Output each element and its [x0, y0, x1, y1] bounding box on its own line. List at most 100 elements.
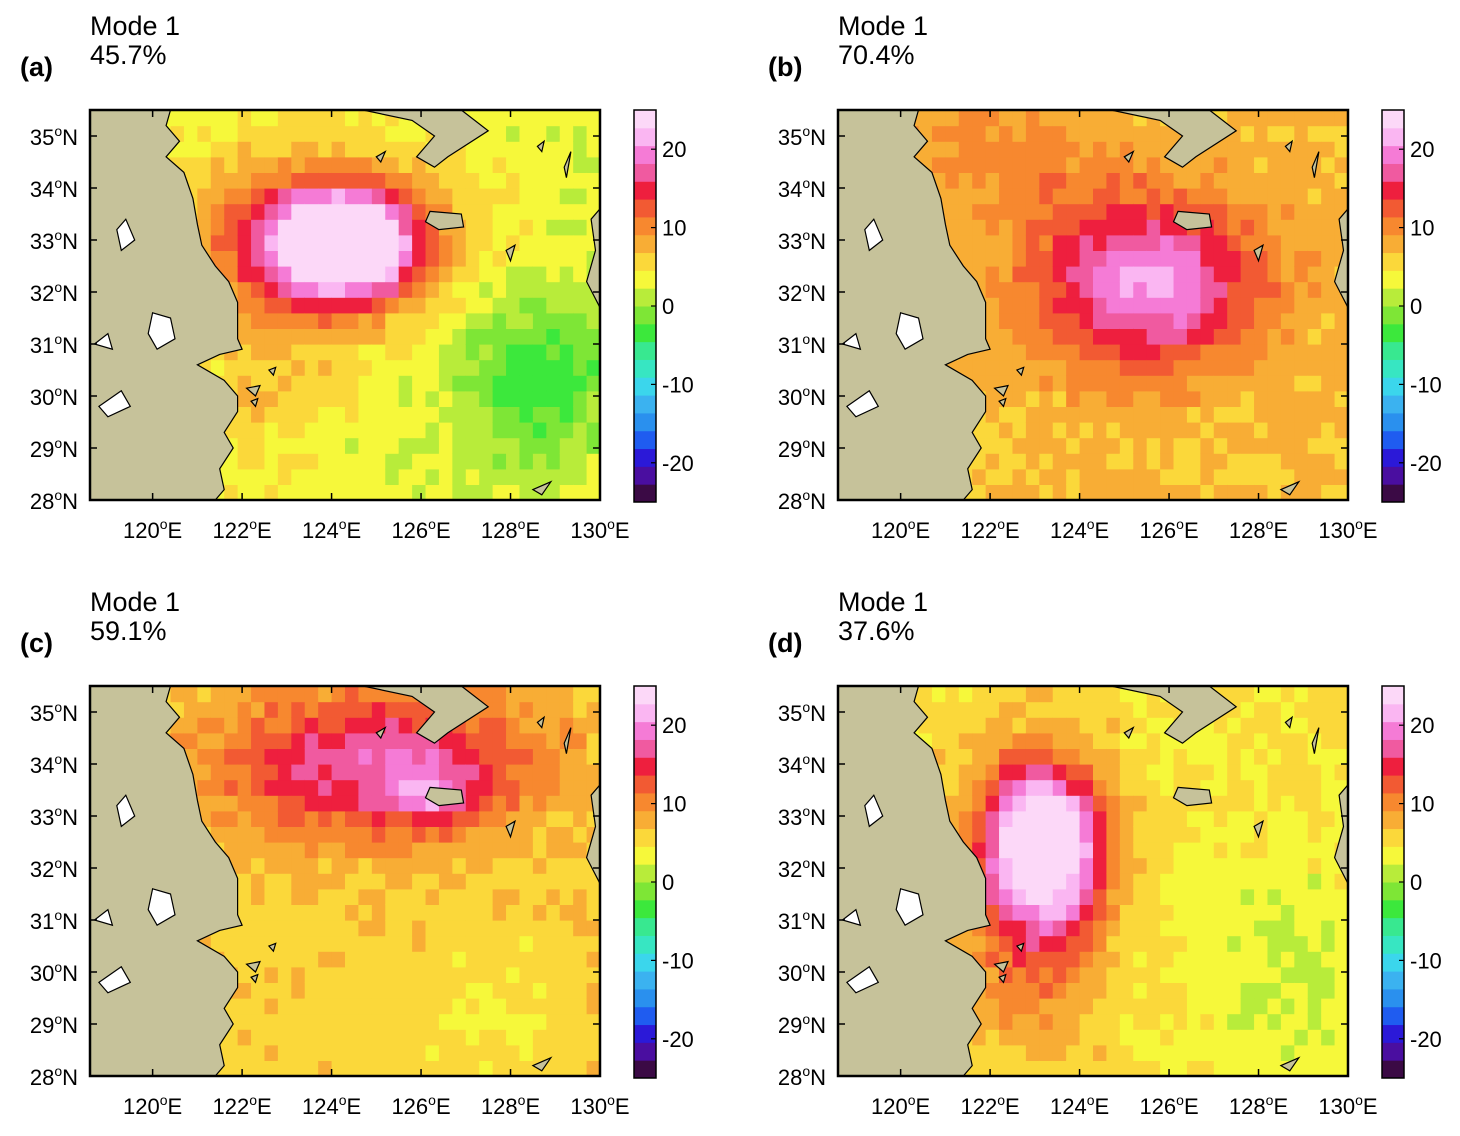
field-cell — [398, 297, 413, 314]
field-cell — [958, 779, 973, 796]
field-cell — [999, 437, 1014, 454]
field-cell — [291, 406, 306, 423]
field-cell — [573, 484, 588, 501]
field-cell — [1012, 437, 1027, 454]
field-cell — [1334, 686, 1349, 703]
field-cell — [304, 203, 319, 220]
field-cell — [1294, 219, 1309, 236]
field-cell — [251, 826, 266, 843]
field-cell — [586, 951, 601, 968]
field-cell — [1106, 779, 1121, 796]
field-cell — [1106, 904, 1121, 921]
field-cell — [985, 1060, 1000, 1077]
field-cell — [479, 826, 494, 843]
field-cell — [385, 951, 400, 968]
field-cell — [277, 966, 292, 983]
field-cell — [999, 297, 1014, 314]
field-cell — [1160, 266, 1175, 283]
field-cell — [1307, 172, 1322, 189]
field-cell — [358, 344, 373, 361]
field-cell — [398, 266, 413, 283]
field-cell — [1240, 359, 1255, 376]
field-cell — [1200, 966, 1215, 983]
field-cell — [559, 188, 574, 205]
field-cell — [972, 468, 987, 485]
field-cell — [1146, 297, 1161, 314]
field-cell — [465, 857, 480, 874]
field-cell — [1213, 748, 1228, 765]
field-cell — [532, 219, 547, 236]
field-cell — [251, 437, 266, 454]
field-cell — [492, 328, 507, 345]
field-cell — [1119, 250, 1134, 267]
field-cell — [264, 904, 279, 921]
field-cell — [1173, 406, 1188, 423]
field-cell — [398, 717, 413, 734]
field-cell — [506, 312, 521, 329]
field-cell — [999, 857, 1014, 874]
field-cell — [1039, 156, 1054, 173]
field-cell — [546, 764, 561, 781]
field-cell — [1012, 344, 1027, 361]
field-cell — [237, 935, 252, 952]
field-cell — [1066, 141, 1081, 158]
field-cell — [1025, 375, 1040, 392]
field-cell — [1334, 951, 1349, 968]
field-cell — [1160, 234, 1175, 251]
field-cell — [358, 234, 373, 251]
colorbar-segment — [634, 935, 656, 954]
panel-a: (a) Mode 1 45.7% 120oE 122oE 124oE 126oE 128… — [20, 0, 720, 560]
field-cell — [398, 873, 413, 890]
field-cell — [1186, 826, 1201, 843]
field-cell — [1079, 842, 1094, 859]
field-cell — [492, 966, 507, 983]
field-cell — [1079, 935, 1094, 952]
field-cell — [1079, 888, 1094, 905]
field-cell — [1227, 156, 1242, 173]
field-cell — [1093, 1029, 1108, 1046]
field-cell — [1240, 857, 1255, 874]
field-cell — [371, 998, 386, 1015]
field-cell — [412, 328, 427, 345]
field-cell — [1093, 701, 1108, 718]
field-cell — [1052, 406, 1067, 423]
field-cell — [371, 266, 386, 283]
field-cell — [1106, 297, 1121, 314]
lon-tick-label: 122oE — [213, 1092, 272, 1119]
field-cell — [573, 281, 588, 298]
field-cell — [1106, 390, 1121, 407]
field-cell — [358, 686, 373, 703]
field-cell — [519, 873, 534, 890]
field-cell — [291, 203, 306, 220]
field-cell — [1173, 297, 1188, 314]
field-cell — [985, 888, 1000, 905]
field-cell — [345, 686, 360, 703]
small-island — [536, 139, 546, 153]
field-cell — [999, 484, 1014, 501]
field-cell — [1146, 920, 1161, 937]
field-cell — [385, 437, 400, 454]
field-cell — [264, 453, 279, 470]
field-cell — [945, 110, 960, 127]
field-cell — [304, 437, 319, 454]
field-cell — [1227, 266, 1242, 283]
field-cell — [237, 748, 252, 765]
field-cell — [197, 188, 212, 205]
field-cell — [197, 110, 212, 127]
field-cell — [479, 156, 494, 173]
field-cell — [1334, 437, 1349, 454]
field-cell — [1025, 203, 1040, 220]
field-cell — [958, 686, 973, 703]
field-cell — [237, 1060, 252, 1077]
field-cell — [345, 297, 360, 314]
field-cell — [1240, 826, 1255, 843]
field-cell — [398, 234, 413, 251]
field-cell — [1160, 779, 1175, 796]
field-cell — [945, 141, 960, 158]
field-cell — [546, 920, 561, 937]
field-cell — [1254, 1060, 1269, 1077]
field-cell — [586, 686, 601, 703]
field-cell — [1186, 312, 1201, 329]
field-cell — [197, 125, 212, 142]
field-cell — [1119, 935, 1134, 952]
